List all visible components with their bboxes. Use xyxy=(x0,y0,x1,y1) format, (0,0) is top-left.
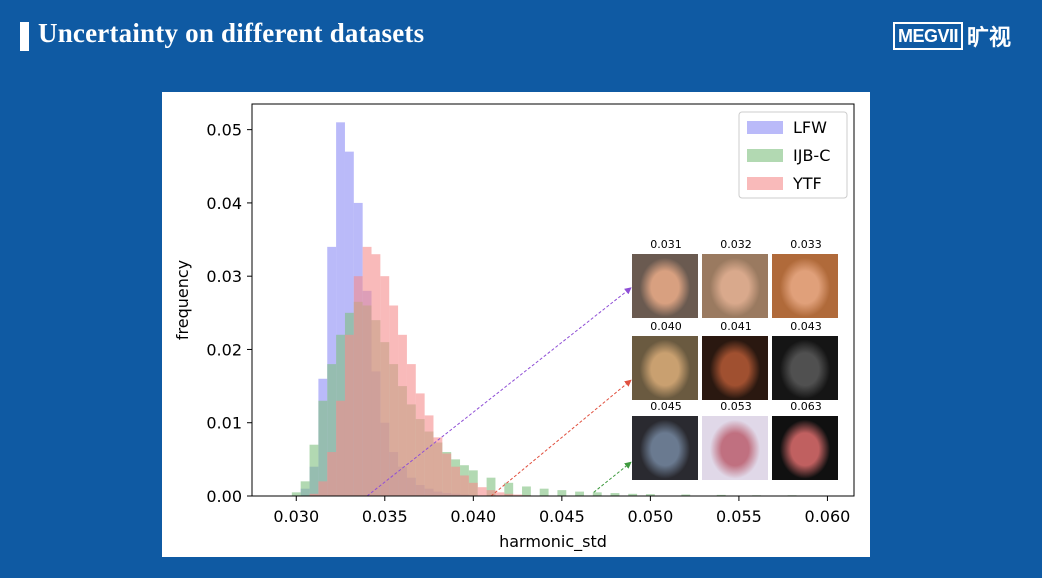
bar-ijb-c xyxy=(575,491,584,496)
bar-ytf xyxy=(513,494,523,496)
bar-ytf xyxy=(309,493,319,496)
bar-ijb-c xyxy=(716,494,726,496)
x-axis-ticks: 0.030 0.035 0.040 0.045 0.050 0.055 0.060 xyxy=(273,496,850,526)
face-thumbnail xyxy=(702,416,768,480)
histogram-chart: 0.030 0.035 0.040 0.045 0.050 0.055 0.060 0.00… xyxy=(173,103,855,552)
face-score-label: 0.063 xyxy=(790,400,822,413)
bar-ytf xyxy=(336,400,345,496)
legend-swatch-lfw xyxy=(747,121,783,134)
face-score-label: 0.033 xyxy=(790,238,822,251)
legend-label-ijb-c: IJB-C xyxy=(793,146,830,165)
bar-ytf xyxy=(433,437,443,496)
y-tick-label: 0.04 xyxy=(206,194,242,213)
bar-ytf xyxy=(424,415,434,496)
bar-lfw xyxy=(336,122,345,497)
face-thumbnail xyxy=(632,254,698,318)
x-tick-label: 0.050 xyxy=(627,507,673,526)
bar-ijb-c xyxy=(681,494,691,496)
y-tick-label: 0.00 xyxy=(206,487,242,506)
face-thumbnail xyxy=(702,336,768,400)
chart-card: 0.030 0.035 0.040 0.045 0.050 0.055 0.060 0.00… xyxy=(162,92,870,557)
bar-ytf xyxy=(389,305,399,496)
bar-ytf xyxy=(486,490,496,496)
legend-label-lfw: LFW xyxy=(793,118,827,137)
bar-ijb-c xyxy=(592,492,602,496)
legend: LFW IJB-C YTF xyxy=(738,111,848,199)
bar-ytf xyxy=(468,482,478,496)
face-score-label: 0.032 xyxy=(720,238,752,251)
title-accent-bar xyxy=(20,22,29,51)
annotation-arrow xyxy=(490,379,632,497)
x-axis-label: harmonic_std xyxy=(499,532,607,552)
bar-ytf xyxy=(353,276,363,496)
bar-ytf xyxy=(318,481,328,496)
bar-ijb-c xyxy=(539,488,549,496)
bar-ytf xyxy=(398,334,407,496)
logo-chinese-text: 旷视 xyxy=(967,25,1012,51)
bar-ytf xyxy=(380,276,390,496)
bar-ytf xyxy=(327,452,337,496)
megvii-logo: MEGVII 旷视 xyxy=(893,21,1012,51)
face-thumbnail xyxy=(632,336,698,400)
x-tick-label: 0.055 xyxy=(716,507,762,526)
face-thumbnail xyxy=(772,254,838,318)
legend-label-ytf: YTF xyxy=(792,174,822,193)
face-thumbnail xyxy=(632,416,698,480)
bar-ytf xyxy=(451,466,461,496)
x-tick-label: 0.035 xyxy=(362,507,408,526)
legend-swatch-ijb-c xyxy=(747,149,783,162)
bar-ijb-c xyxy=(557,490,567,496)
bar-ijb-c xyxy=(522,486,531,496)
face-thumbnail xyxy=(702,254,768,318)
y-axis-ticks: 0.00 0.01 0.02 0.03 0.04 0.05 xyxy=(206,121,252,506)
annotation-arrows xyxy=(366,287,632,497)
bar-ytf xyxy=(460,475,469,496)
face-thumbnail xyxy=(772,416,838,480)
bar-ijb-c xyxy=(628,493,638,496)
face-score-label: 0.031 xyxy=(650,238,682,251)
y-tick-label: 0.05 xyxy=(206,121,242,140)
bar-ijb-c xyxy=(610,493,620,496)
logo-text: MEGVII xyxy=(893,21,964,50)
bar-ytf xyxy=(415,393,425,496)
bar-ytf xyxy=(495,492,505,496)
bar-ytf xyxy=(362,246,372,496)
bar-ytf xyxy=(406,364,416,496)
face-score-label: 0.040 xyxy=(650,320,682,333)
slide-title: Uncertainty on different datasets xyxy=(38,18,425,48)
bar-ytf xyxy=(442,453,452,496)
bar-ytf xyxy=(344,334,354,496)
face-thumbnail xyxy=(772,336,838,400)
bar-ijb-c xyxy=(318,400,328,496)
x-tick-label: 0.045 xyxy=(539,507,585,526)
bar-ytf xyxy=(504,493,514,496)
bar-ijb-c xyxy=(504,482,514,496)
bar-ytf xyxy=(477,487,487,496)
face-score-label: 0.043 xyxy=(790,320,822,333)
face-score-label: 0.053 xyxy=(720,400,752,413)
y-axis-label: frequency xyxy=(173,260,192,340)
plot-frame xyxy=(251,103,855,497)
x-tick-label: 0.030 xyxy=(273,507,319,526)
legend-swatch-ytf xyxy=(747,177,783,190)
series-ytf xyxy=(309,246,531,496)
annotation-arrow xyxy=(366,287,632,497)
annotation-arrow xyxy=(593,461,632,493)
y-tick-label: 0.03 xyxy=(206,267,242,286)
histogram-bars xyxy=(291,122,832,497)
bar-ijb-c xyxy=(486,477,496,496)
bar-ijb-c xyxy=(645,494,655,496)
x-tick-label: 0.040 xyxy=(450,507,496,526)
bar-ytf xyxy=(371,254,381,496)
bar-ijb-c xyxy=(291,492,301,496)
y-tick-label: 0.01 xyxy=(206,414,242,433)
face-score-label: 0.041 xyxy=(720,320,752,333)
x-tick-label: 0.060 xyxy=(805,507,851,526)
face-score-label: 0.045 xyxy=(650,400,682,413)
y-tick-label: 0.02 xyxy=(206,340,242,359)
bar-ijb-c xyxy=(300,481,310,496)
bar-ijb-c xyxy=(309,444,319,496)
bar-ijb-c xyxy=(327,364,337,496)
